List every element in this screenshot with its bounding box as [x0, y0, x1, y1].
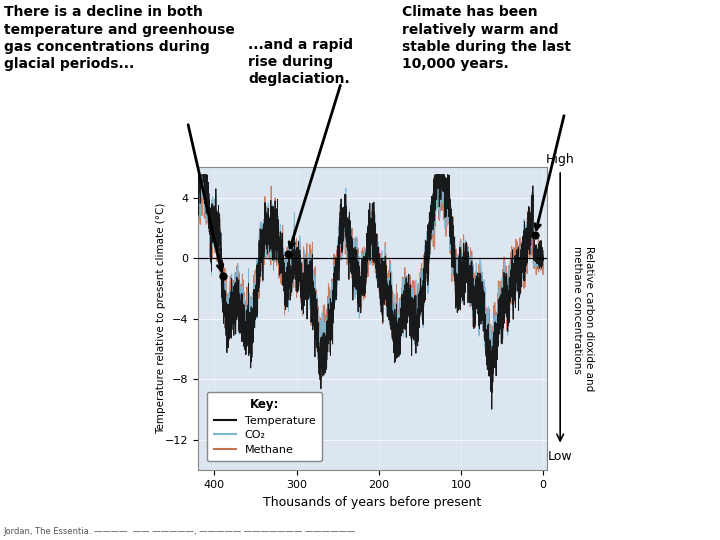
Text: Jordan, The Essentia. ————  —— —————, ————— ——————— ——————: Jordan, The Essentia. ———— —— —————, ———…	[4, 526, 356, 536]
Text: ...and a rapid
rise during
deglaciation.: ...and a rapid rise during deglaciation.	[248, 38, 354, 86]
Y-axis label: Temperature relative to present climate (°C): Temperature relative to present climate …	[156, 203, 166, 434]
Text: There is a decline in both
temperature and greenhouse
gas concentrations during
: There is a decline in both temperature a…	[4, 5, 235, 71]
Text: Relative carbon dioxide and
methane concentrations: Relative carbon dioxide and methane conc…	[572, 246, 594, 391]
Text: Low: Low	[548, 450, 572, 463]
Text: High: High	[546, 153, 575, 166]
X-axis label: Thousands of years before present: Thousands of years before present	[264, 496, 482, 509]
Legend: Temperature, CO₂, Methane: Temperature, CO₂, Methane	[207, 392, 323, 461]
Text: Climate has been
relatively warm and
stable during the last
10,000 years.: Climate has been relatively warm and sta…	[402, 5, 571, 71]
